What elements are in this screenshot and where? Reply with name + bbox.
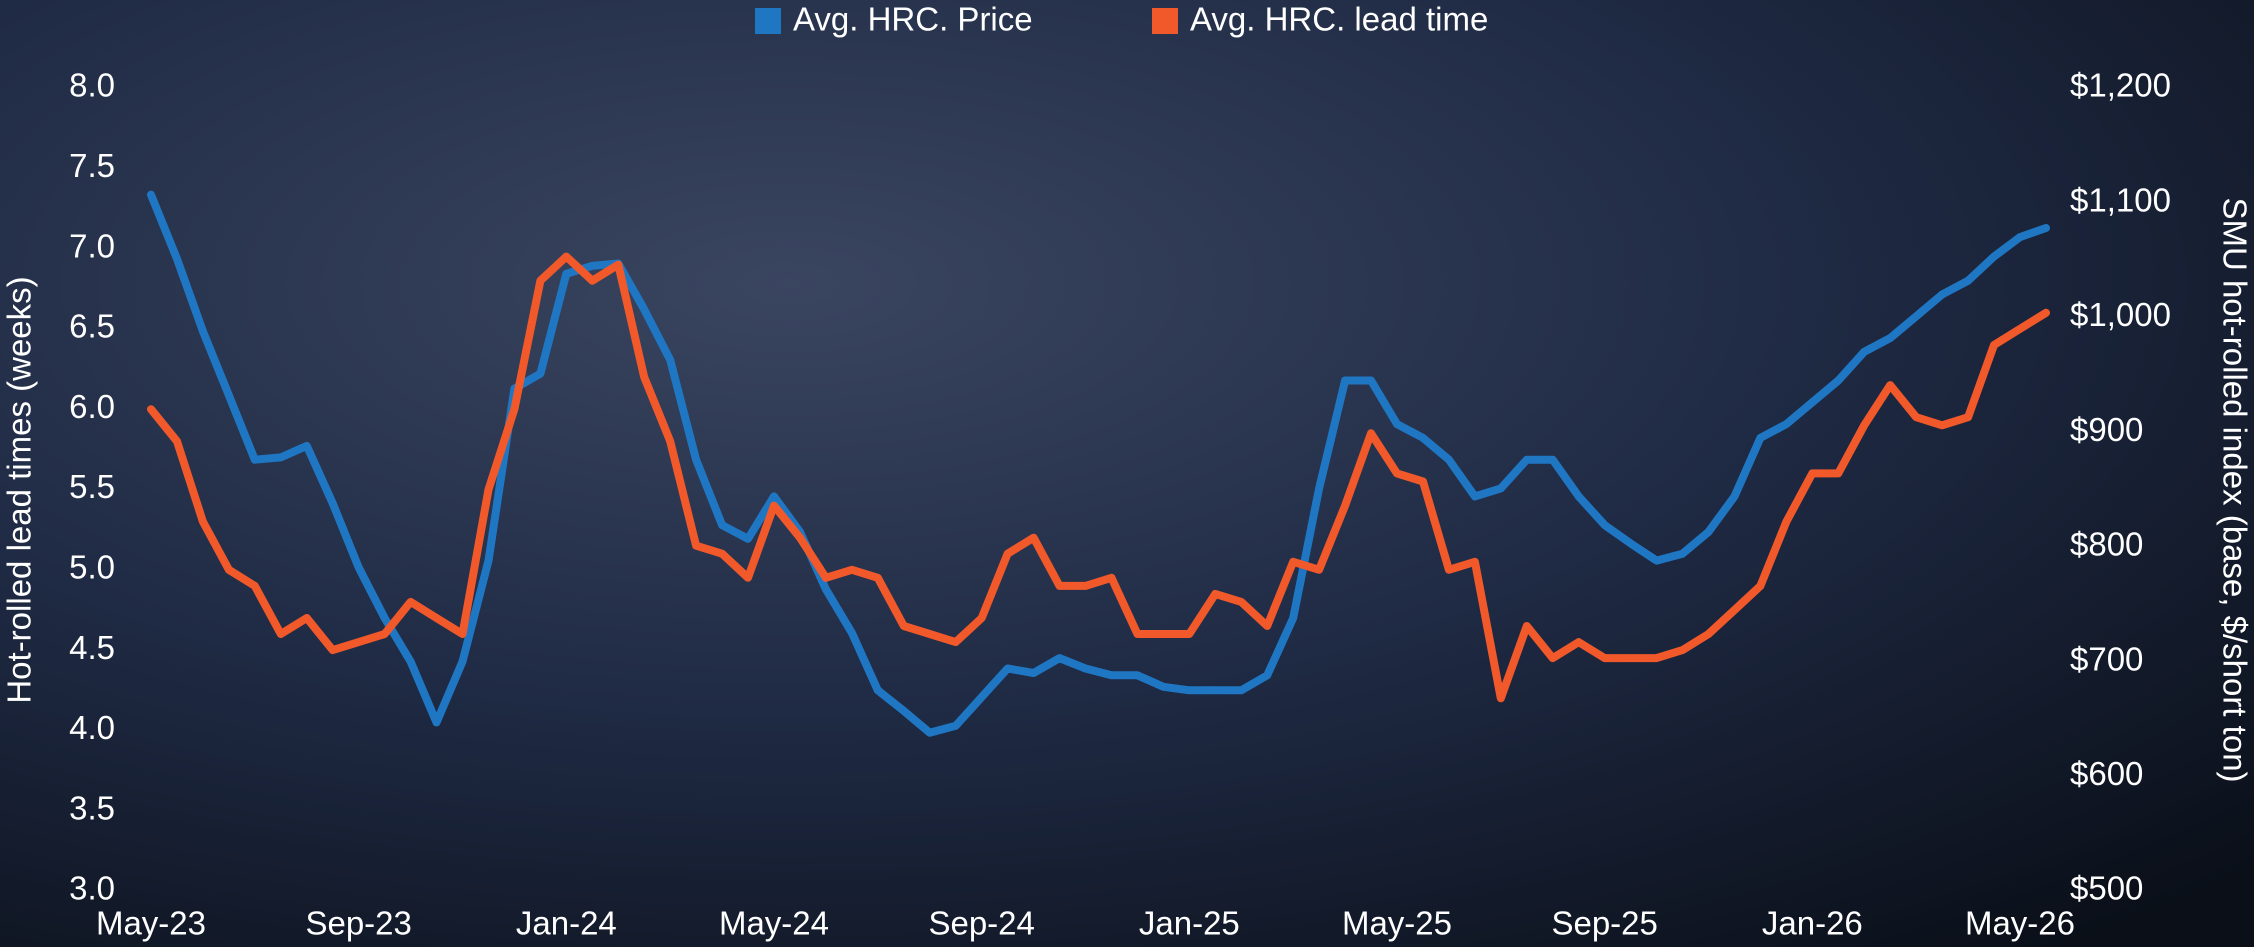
- y2-tick-label: $500: [2070, 870, 2143, 907]
- y-tick-label: 4.5: [69, 629, 115, 666]
- legend-swatch: [1152, 8, 1178, 34]
- y-tick-label: 6.5: [69, 308, 115, 345]
- y-tick-label: 6.0: [69, 388, 115, 425]
- x-tick-label: Jan-24: [516, 905, 617, 942]
- x-tick-label: May-23: [96, 905, 206, 942]
- x-tick-label: May-25: [1342, 905, 1452, 942]
- y-tick-label: 3.5: [69, 789, 115, 826]
- legend-label: Avg. HRC. Price: [793, 1, 1033, 38]
- x-tick-label: Sep-23: [305, 905, 411, 942]
- y-tick-label: 5.0: [69, 549, 115, 586]
- y-tick-label: 7.5: [69, 147, 115, 184]
- x-tick-label: Jan-25: [1139, 905, 1240, 942]
- x-tick-label: May-26: [1965, 905, 2075, 942]
- y2-tick-label: $1,000: [2070, 296, 2171, 333]
- y2-tick-label: $600: [2070, 755, 2143, 792]
- y-axis-title: Hot-rolled lead times (weeks): [1, 276, 38, 703]
- x-tick-label: Sep-25: [1551, 905, 1657, 942]
- y2-tick-label: $1,100: [2070, 181, 2171, 218]
- y2-tick-label: $700: [2070, 640, 2143, 677]
- legend-swatch: [755, 8, 781, 34]
- y-tick-label: 3.0: [69, 870, 115, 907]
- y-tick-label: 5.5: [69, 468, 115, 505]
- y2-tick-label: $900: [2070, 411, 2143, 448]
- y-tick-label: 4.0: [69, 709, 115, 746]
- series-line: [147, 252, 2050, 703]
- x-tick-label: May-24: [719, 905, 829, 942]
- x-tick-label: Jan-26: [1762, 905, 1863, 942]
- y2-tick-label: $800: [2070, 526, 2143, 563]
- y2-tick-label: $1,200: [2070, 67, 2171, 104]
- series-line: [147, 190, 2050, 737]
- y2-axis-title: SMU hot-rolled index (base, $/short ton): [2216, 197, 2253, 782]
- x-tick-label: Sep-24: [928, 905, 1034, 942]
- y-tick-label: 7.0: [69, 227, 115, 264]
- y-tick-label: 8.0: [69, 67, 115, 104]
- legend-label: Avg. HRC. lead time: [1190, 1, 1488, 38]
